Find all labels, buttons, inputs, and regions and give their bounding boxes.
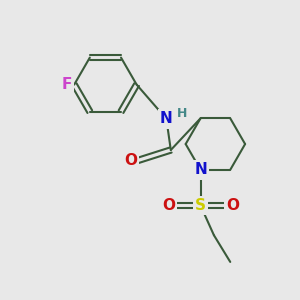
Text: S: S (195, 198, 206, 213)
Text: F: F (61, 77, 72, 92)
Text: H: H (177, 107, 187, 120)
Text: O: O (162, 198, 175, 213)
Text: N: N (160, 111, 173, 126)
Text: O: O (226, 198, 239, 213)
Text: N: N (194, 162, 207, 177)
Text: O: O (124, 153, 137, 168)
